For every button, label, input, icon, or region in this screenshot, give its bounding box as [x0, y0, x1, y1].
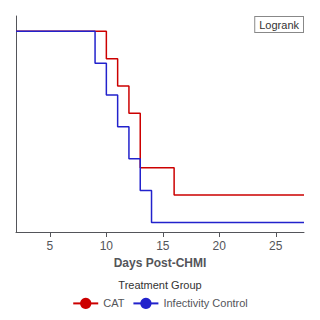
svg-text:CAT: CAT: [103, 297, 124, 309]
svg-text:25: 25: [269, 239, 283, 253]
svg-text:Days Post-CHMI: Days Post-CHMI: [114, 256, 207, 270]
svg-text:Treatment Group: Treatment Group: [118, 279, 201, 291]
svg-text:10: 10: [100, 239, 114, 253]
svg-text:Infectivity Control: Infectivity Control: [163, 297, 247, 309]
svg-text:Logrank: Logrank: [259, 19, 299, 31]
svg-text:15: 15: [156, 239, 170, 253]
svg-text:5: 5: [47, 239, 54, 253]
svg-text:20: 20: [213, 239, 227, 253]
